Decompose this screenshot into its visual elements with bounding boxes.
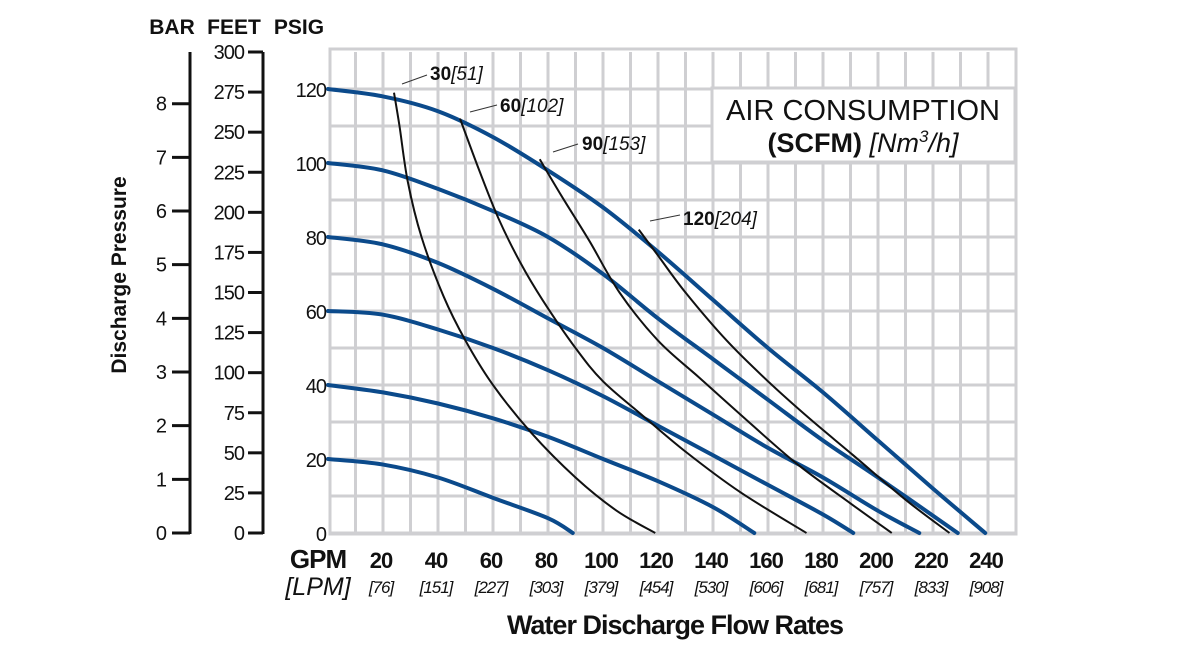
feet-axis-header: FEET: [207, 16, 261, 39]
gpm-tick-label: 60: [480, 548, 503, 573]
pressure-curve-100-psig: [326, 161, 960, 535]
air-label-leader: [401, 74, 428, 85]
air-label-scfm: 90: [582, 134, 603, 155]
air-curve-labels: 30[51] 60[102] 90[153] 120[204]: [401, 64, 758, 230]
bar-tick-label: 0: [156, 523, 167, 545]
feet-tick-label: 0: [234, 523, 245, 545]
gpm-tick-label: 80: [535, 548, 558, 573]
bar-tick-label: 5: [156, 255, 167, 277]
x-unit-lpm: [LPM]: [284, 573, 351, 601]
air-curve-label: 90[153]: [582, 134, 646, 155]
x-unit-gpm: GPM: [290, 544, 346, 574]
legend-units-sup: 3: [919, 127, 929, 146]
lpm-tick-label: [151]: [419, 578, 455, 597]
gpm-tick-label: 200: [859, 548, 893, 573]
bar-tick-label: 2: [156, 416, 167, 438]
lpm-tick-label: [227]: [474, 578, 510, 597]
pressure-curve-60-psig: [326, 309, 856, 535]
pressure-curve-80-psig: [326, 235, 922, 535]
lpm-tick-label: [76]: [368, 578, 396, 597]
bar-tick-label: 7: [156, 147, 167, 169]
y-axis-title: Discharge Pressure: [108, 176, 131, 373]
feet-tick-label: 275: [214, 82, 245, 104]
air-curve-120-scfm: [637, 229, 951, 534]
feet-tick-label: 250: [214, 122, 245, 144]
gpm-tick-label: 240: [969, 548, 1003, 573]
lpm-tick-label: [757]: [859, 578, 895, 597]
legend-units-scfm: (SCFM): [768, 128, 862, 158]
air-label-nm3h: [102]: [520, 96, 564, 117]
legend-units-end: /h]: [926, 128, 960, 158]
psig-tick-label: 40: [306, 376, 327, 398]
bar-tick-label: 6: [156, 201, 167, 223]
psig-axis-header: PSIG: [274, 16, 324, 39]
psig-tick-label: 120: [296, 80, 327, 102]
air-curve-label: 60[102]: [500, 96, 564, 117]
bar-tick-label: 4: [156, 308, 167, 330]
air-label-leader: [552, 143, 579, 153]
lpm-tick-label: [530]: [694, 578, 730, 597]
pressure-curve-40-psig: [326, 383, 757, 535]
bar-tick-label: 1: [156, 469, 167, 491]
feet-tick-label: 75: [224, 403, 245, 425]
feet-tick-label: 25: [224, 483, 245, 505]
lpm-tick-label: [681]: [804, 578, 840, 597]
bar-tick-label: 3: [156, 362, 167, 384]
gpm-tick-label: 20: [370, 548, 393, 573]
lpm-tick-label: [606]: [749, 578, 785, 597]
curves: [326, 87, 988, 535]
air-curve-label: 120[204]: [683, 209, 758, 230]
bar-axis-header: BAR: [149, 16, 195, 39]
air-label-nm3h: [51]: [450, 64, 483, 85]
gpm-tick-label: 40: [425, 548, 448, 573]
psig-tick-label: 80: [306, 228, 327, 250]
lpm-tick-label: [908]: [969, 578, 1005, 597]
feet-tick-label: 50: [224, 443, 245, 465]
air-label-nm3h: [153]: [602, 134, 646, 155]
air-label-scfm: 120: [683, 209, 715, 230]
axes: 0123456780255075100125150175200225250275…: [156, 42, 1006, 597]
feet-tick-label: 150: [214, 283, 245, 305]
psig-tick-label: 100: [296, 154, 327, 176]
psig-tick-label: 0: [316, 524, 327, 546]
air-curve-60-scfm: [459, 118, 808, 534]
psig-tick-label: 60: [306, 302, 327, 324]
air-curve-label: 30[51]: [430, 64, 484, 85]
air-label-scfm: 60: [500, 96, 521, 117]
legend-units: (SCFM) [Nm3/h]: [768, 127, 960, 158]
gpm-tick-label: 220: [914, 548, 948, 573]
gpm-tick-label: 160: [749, 548, 783, 573]
pressure-curve-20-psig: [326, 457, 575, 535]
gpm-tick-label: 120: [639, 548, 673, 573]
feet-tick-label: 225: [214, 162, 245, 184]
feet-tick-label: 175: [214, 242, 245, 264]
air-curve-30-scfm: [393, 92, 656, 534]
air-label-leader: [649, 214, 681, 222]
legend-title: AIR CONSUMPTION: [726, 95, 1000, 127]
lpm-tick-label: [303]: [529, 578, 565, 597]
x-axis-title: Water Discharge Flow Rates: [507, 610, 843, 640]
gpm-tick-label: 180: [804, 548, 838, 573]
air-curve-90-scfm: [538, 158, 893, 534]
feet-tick-label: 125: [214, 323, 245, 345]
legend-units-nm3h: [Nm: [869, 128, 920, 158]
bar-tick-label: 8: [156, 94, 167, 116]
lpm-tick-label: [379]: [584, 578, 620, 597]
air-label-nm3h: [204]: [714, 209, 758, 230]
air-label-leader: [469, 104, 498, 113]
gpm-tick-label: 100: [584, 548, 618, 573]
pressure-curve-120-psig: [326, 87, 988, 535]
feet-tick-label: 100: [214, 363, 245, 385]
feet-tick-label: 300: [214, 42, 245, 64]
legend-box: [710, 86, 1017, 164]
feet-tick-label: 200: [214, 202, 245, 224]
lpm-tick-label: [454]: [639, 578, 675, 597]
air-label-scfm: 30: [430, 64, 451, 85]
psig-tick-label: 20: [306, 450, 327, 472]
lpm-tick-label: [833]: [914, 578, 950, 597]
gpm-tick-label: 140: [694, 548, 728, 573]
